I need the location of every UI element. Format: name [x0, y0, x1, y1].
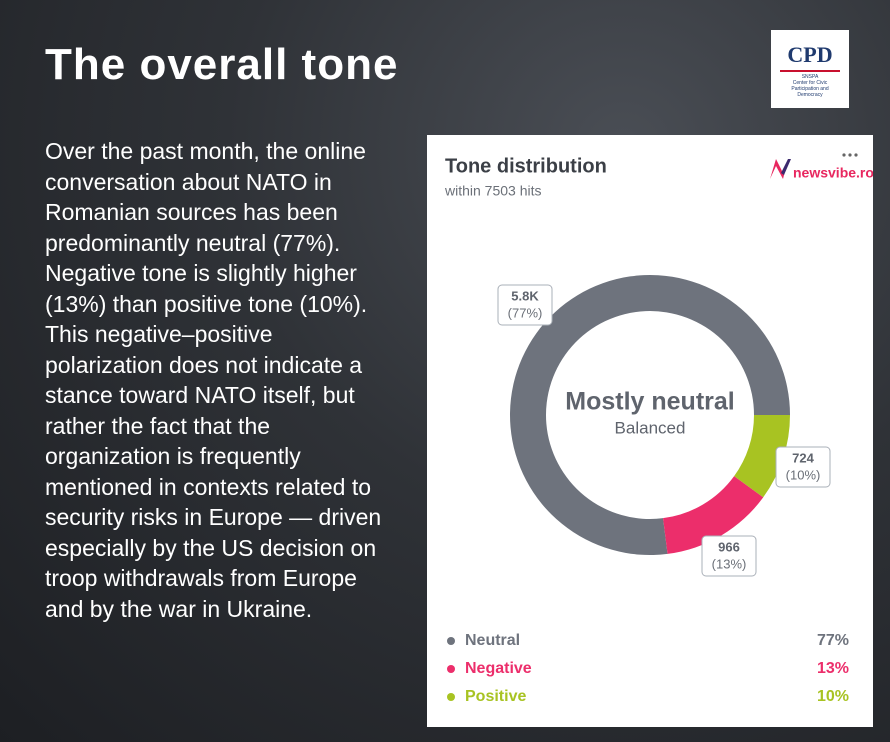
brand-name: newsvibe.ro	[793, 165, 873, 181]
menu-icon[interactable]	[842, 153, 858, 157]
callout-box	[497, 284, 553, 326]
body-text: Over the past month, the online conversa…	[45, 136, 395, 624]
legend-label: Negative	[465, 660, 532, 677]
legend-dot	[447, 693, 455, 701]
logo-org: SNSPA	[801, 74, 819, 80]
callout-box	[775, 446, 831, 488]
logo-name: CPD	[787, 42, 833, 67]
brand-icon-accent	[781, 159, 791, 175]
chart-subtitle: within 7503 hits	[444, 183, 542, 199]
legend-value: 10%	[817, 688, 849, 705]
page-title: The overall tone	[45, 40, 399, 89]
center-label: Mostly neutral	[565, 388, 734, 416]
callout-count: 5.8K	[511, 288, 539, 303]
callout-percent: (10%)	[786, 467, 821, 482]
logo: CPD SNSPA Center for Civic Participation…	[771, 30, 849, 108]
callout-percent: (13%)	[712, 556, 747, 571]
legend-value: 77%	[817, 632, 849, 649]
paragraph: This negative–positive polarization does…	[45, 321, 382, 622]
legend-label: Positive	[465, 688, 526, 705]
chart-card: Tone distribution within 7503 hits newsv…	[427, 135, 874, 727]
logo-subtitle: Center for Civic Participation and Democ…	[791, 80, 829, 98]
legend-value: 13%	[817, 660, 849, 677]
chart-title: Tone distribution	[445, 155, 607, 177]
center-sublabel: Balanced	[615, 418, 686, 437]
callout-percent: (77%)	[508, 305, 543, 320]
legend-dot	[447, 665, 455, 673]
chart: Tone distribution within 7503 hits newsv…	[444, 153, 874, 705]
donut-segment	[663, 476, 764, 554]
logo-rule	[780, 70, 840, 72]
callout-count: 724	[792, 450, 814, 465]
donut-segment	[734, 415, 790, 498]
callout-count: 966	[718, 539, 740, 554]
legend-dot	[447, 637, 455, 645]
legend-label: Neutral	[465, 632, 520, 649]
paragraph: Over the past month, the online conversa…	[45, 138, 368, 317]
callout-box	[701, 535, 757, 577]
